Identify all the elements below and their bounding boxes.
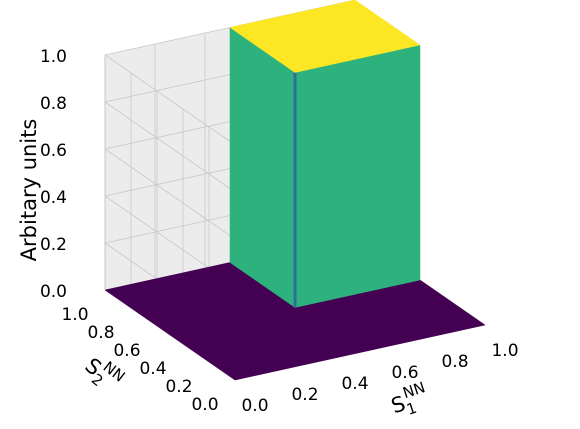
y-tick-label: 0.6 [113, 341, 140, 361]
z-tick-label: 0.4 [40, 188, 67, 208]
y-tick-label: 0.8 [87, 323, 114, 343]
grid-line [104, 54, 236, 146]
x-tick-label: 0.6 [391, 363, 418, 383]
z-tick-label: 0.8 [40, 94, 67, 114]
surface-cell [229, 0, 421, 73]
y-tick-label: 0.0 [191, 395, 218, 415]
z-tick-label: 0.6 [40, 141, 67, 161]
grid-line [104, 101, 236, 193]
x-tick-label: 1.0 [491, 341, 518, 361]
y-tick-label: 0.4 [139, 359, 166, 379]
x-tick-label: 0.2 [291, 385, 318, 405]
grid-line [104, 148, 236, 240]
z-tick-label: 0.0 [40, 282, 67, 302]
y-tick-label: 1.0 [61, 305, 88, 325]
x-axis-label: S1NN [386, 378, 432, 423]
x-tick-label: 0.8 [441, 352, 468, 372]
x-tick-label: 0.4 [341, 374, 368, 394]
z-tick-label: 0.2 [40, 235, 67, 255]
x-tick-label: 0.0 [241, 396, 268, 416]
z-tick-label: 1.0 [40, 47, 67, 67]
z-axis-label: Arbitary units [17, 119, 41, 262]
y-tick-label: 0.2 [165, 377, 192, 397]
surface-wall [229, 27, 296, 308]
surface-wall [294, 44, 421, 308]
